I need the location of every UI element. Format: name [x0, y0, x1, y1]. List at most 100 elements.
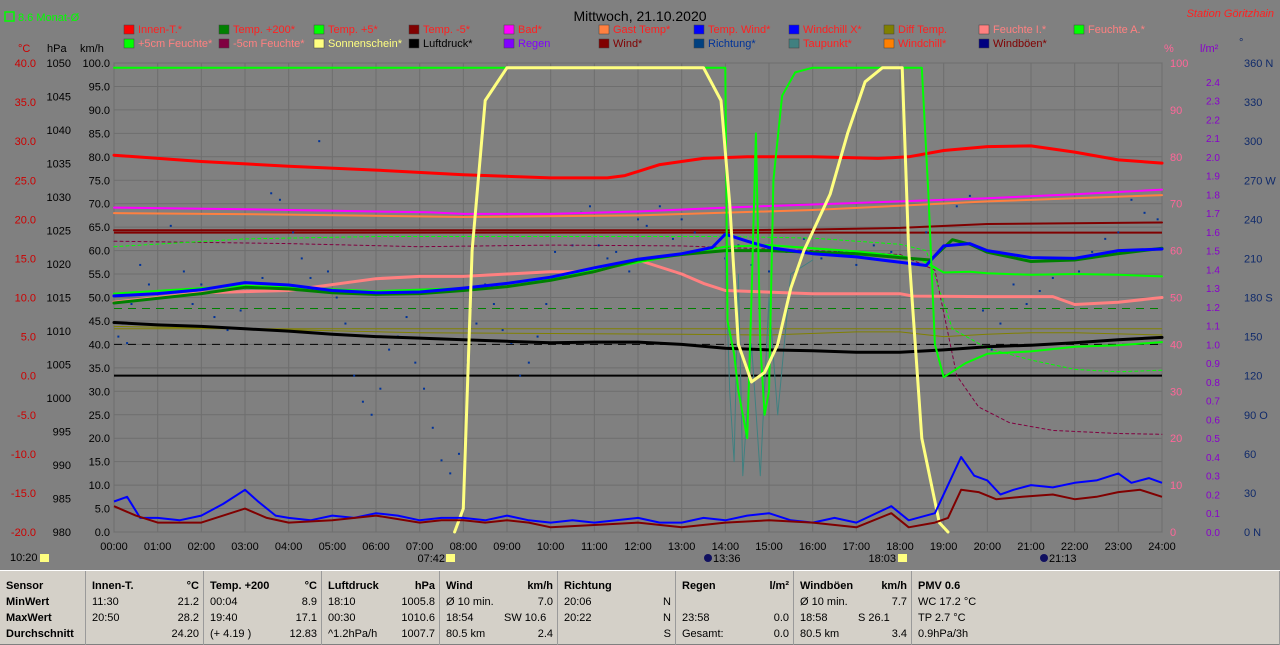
- direction-point: [645, 224, 648, 227]
- direction-point: [545, 303, 548, 306]
- series-line: [113, 240, 1163, 435]
- hpa-tick-label: 1030: [47, 192, 71, 204]
- direction-point: [981, 309, 984, 312]
- direction-tick-label: 150: [1244, 332, 1262, 344]
- series-line: [113, 221, 1163, 232]
- legend-label: Richtung*: [708, 38, 756, 50]
- direction-point: [475, 322, 478, 325]
- temp-tick-label: 25.0: [15, 175, 36, 187]
- kmh-tick-label: 30.0: [89, 386, 110, 398]
- stat-left: 11:30: [92, 596, 119, 608]
- stat-column-windboeen: Windböen km/h Ø 10 min. 7.7 18:58 S 26.1 80.5 …: [794, 571, 912, 645]
- stat-header-label: Wind: [446, 580, 473, 592]
- kmh-tick-label: 15.0: [89, 457, 110, 469]
- direction-axis-label: °: [1239, 37, 1243, 49]
- time-tick-label: 00:00: [100, 541, 128, 553]
- monthly-average: 8.6 Monat-Ø: [4, 11, 80, 24]
- stat-left: TP 2.7 °C: [918, 612, 966, 624]
- stat-left: MinWert: [6, 596, 50, 608]
- stat-row: Durchschnitt: [6, 626, 81, 642]
- direction-point: [300, 257, 303, 260]
- stat-column-regen: Regen l/m² 23:58 0.0 Gesamt: 0.0: [676, 571, 794, 645]
- direction-point: [1078, 270, 1081, 273]
- rain-tick-label: 1.2: [1206, 303, 1220, 314]
- series-line: [112, 232, 1164, 298]
- chart-axes: 40.0 35.0 30.0 25.0 20.0 15.0 10.0 5.0 0.0 -5.0 -1…: [11, 58, 1276, 553]
- legend-swatch: [503, 24, 515, 35]
- legend-label: Diff Temp.: [898, 24, 947, 36]
- legend-label: Gast Temp*: [613, 24, 671, 36]
- direction-point: [414, 361, 417, 364]
- time-tick-label: 05:00: [319, 541, 347, 553]
- stat-row: MaxWert: [6, 610, 81, 626]
- time-tick-label: 21:00: [1017, 541, 1045, 553]
- series-line: [113, 325, 1163, 338]
- temp-tick-label: 15.0: [15, 253, 36, 265]
- direction-point: [191, 303, 194, 306]
- stat-row: ^1.2hPa/h 1007.7: [328, 626, 435, 642]
- hpa-tick-label: 990: [53, 460, 71, 472]
- rain-tick-label: 2.3: [1206, 97, 1220, 108]
- direction-point: [671, 237, 674, 240]
- time-tick-label: 15:00: [755, 541, 783, 553]
- direction-tick-label: 270 W: [1244, 175, 1276, 187]
- time-tick-label: 19:00: [930, 541, 958, 553]
- kmh-tick-label: 90.0: [89, 105, 110, 117]
- rain-tick-label: 1.5: [1206, 247, 1220, 258]
- direction-point: [405, 316, 408, 319]
- rain-tick-label: 0.8: [1206, 378, 1220, 389]
- legend-label: Regen: [518, 38, 550, 50]
- time-tick-label: 09:00: [493, 541, 521, 553]
- direction-point: [1038, 289, 1041, 292]
- rain-tick-label: 0.7: [1206, 397, 1220, 408]
- kmh-tick-label: 45.0: [89, 316, 110, 328]
- legend-swatch: [123, 38, 135, 49]
- stat-row: 00:30 1010.6: [328, 610, 435, 626]
- stat-header-label: Regen: [682, 580, 716, 592]
- stat-row: 00:04 8.9: [210, 594, 317, 610]
- stat-left: 18:54: [446, 612, 474, 624]
- time-tick-label: 18:00: [886, 541, 914, 553]
- time-tick-label: 17:00: [843, 541, 871, 553]
- direction-point: [1156, 218, 1159, 221]
- stat-header-unit: °C: [186, 580, 199, 592]
- series-line: [113, 236, 1163, 373]
- direction-point: [353, 374, 356, 377]
- direction-point: [379, 387, 382, 390]
- direction-point: [182, 270, 185, 273]
- statistics-footer: Sensor MinWert MaxWert Durchschnitt Innen-T.…: [0, 570, 1280, 645]
- hpa-tick-label: 1005: [47, 360, 71, 372]
- direction-point: [768, 270, 770, 273]
- time-tick-label: 11:00: [581, 541, 608, 553]
- humidity-tick-label: 10: [1170, 480, 1182, 492]
- legend-swatch: [503, 38, 515, 49]
- direction-point: [519, 374, 522, 377]
- direction-point: [344, 322, 347, 325]
- kmh-tick-label: 40.0: [89, 339, 110, 351]
- direction-point: [615, 250, 618, 253]
- direction-point: [278, 198, 281, 201]
- stat-header: Innen-T. °C: [92, 578, 199, 594]
- hpa-tick-label: 1025: [47, 226, 71, 238]
- humidity-tick-label: 20: [1170, 433, 1182, 445]
- time-tick-label: 07:00: [406, 541, 434, 553]
- sunset-icon: [898, 554, 907, 562]
- direction-point: [147, 283, 150, 286]
- rain-tick-label: 2.4: [1206, 78, 1220, 89]
- temp-tick-label: 0.0: [21, 371, 36, 383]
- hpa-tick-label: 1040: [47, 125, 71, 137]
- stat-column-sensor: Sensor MinWert MaxWert Durchschnitt: [0, 571, 86, 645]
- direction-point: [637, 218, 639, 221]
- legend-label: Innen-T.*: [138, 24, 183, 36]
- stat-right: N: [663, 596, 671, 608]
- monthly-average-icon: [4, 11, 15, 22]
- rain-tick-label: 1.0: [1206, 340, 1220, 351]
- direction-point: [606, 257, 609, 260]
- direction-point: [326, 270, 329, 273]
- direction-tick-label: 180 S: [1244, 293, 1273, 305]
- legend-swatch: [218, 24, 230, 35]
- stat-right: 8.9: [301, 596, 317, 608]
- hpa-tick-label: 1035: [47, 159, 71, 171]
- humidity-tick-label: 40: [1170, 339, 1182, 351]
- legend-swatch: [788, 38, 800, 49]
